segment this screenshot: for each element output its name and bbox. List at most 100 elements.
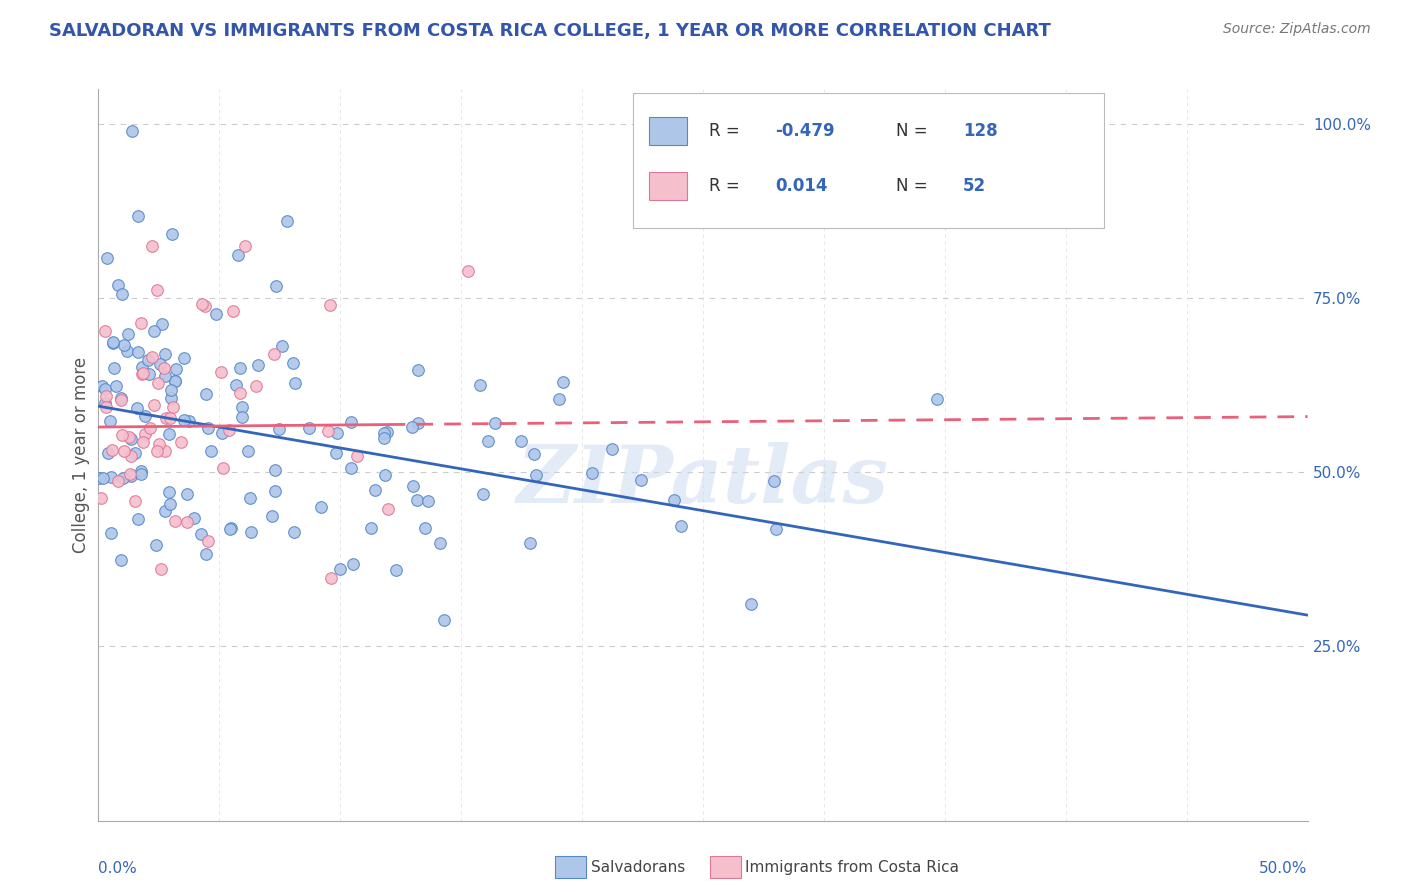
Text: -0.479: -0.479 bbox=[776, 122, 835, 140]
Point bbox=[165, 362, 187, 376]
Point bbox=[141, 350, 163, 364]
Point bbox=[269, 422, 291, 436]
Point bbox=[325, 446, 347, 460]
Point bbox=[297, 420, 319, 434]
Point bbox=[264, 463, 287, 477]
Point bbox=[415, 521, 437, 535]
Point bbox=[385, 563, 408, 577]
Point bbox=[131, 359, 153, 374]
Point bbox=[509, 434, 531, 449]
Point bbox=[163, 375, 186, 389]
Point bbox=[225, 378, 247, 392]
Point bbox=[90, 491, 112, 506]
Point bbox=[233, 238, 256, 252]
Point bbox=[134, 427, 156, 442]
Point bbox=[163, 374, 186, 388]
Point bbox=[107, 474, 129, 488]
Point bbox=[145, 284, 167, 298]
Point bbox=[93, 395, 115, 409]
Text: R =: R = bbox=[709, 178, 745, 195]
Text: N =: N = bbox=[897, 178, 934, 195]
Text: N =: N = bbox=[897, 122, 934, 140]
Point bbox=[190, 527, 212, 541]
Point bbox=[195, 387, 218, 401]
Point bbox=[325, 426, 347, 441]
Point bbox=[346, 449, 368, 463]
Text: 0.014: 0.014 bbox=[776, 178, 828, 195]
Point bbox=[98, 414, 121, 428]
Point bbox=[526, 468, 548, 483]
Point bbox=[157, 485, 180, 500]
Point bbox=[169, 435, 191, 450]
Point bbox=[142, 324, 165, 338]
Point bbox=[132, 366, 155, 380]
Point bbox=[146, 376, 169, 390]
Point bbox=[112, 443, 135, 458]
Point bbox=[134, 409, 156, 424]
Point bbox=[153, 369, 176, 384]
Point bbox=[340, 460, 363, 475]
Point bbox=[173, 351, 195, 365]
Point bbox=[319, 571, 342, 585]
Point bbox=[263, 347, 285, 361]
Point bbox=[630, 473, 652, 487]
Point bbox=[239, 491, 262, 505]
Point bbox=[131, 368, 153, 382]
Point bbox=[129, 464, 152, 478]
Point bbox=[484, 416, 506, 430]
Y-axis label: College, 1 year or more: College, 1 year or more bbox=[72, 357, 90, 553]
Point bbox=[103, 335, 125, 350]
Point bbox=[155, 411, 177, 425]
Point bbox=[219, 522, 242, 536]
Point bbox=[194, 299, 217, 313]
Point bbox=[209, 365, 232, 379]
Text: 50.0%: 50.0% bbox=[1260, 861, 1308, 876]
Point bbox=[270, 339, 292, 353]
Text: Immigrants from Costa Rica: Immigrants from Costa Rica bbox=[745, 860, 959, 874]
Point bbox=[110, 393, 132, 408]
Point bbox=[94, 382, 117, 396]
Point bbox=[152, 360, 174, 375]
Point bbox=[374, 468, 396, 483]
Point bbox=[162, 227, 184, 241]
Point bbox=[155, 444, 177, 458]
Point bbox=[159, 497, 181, 511]
Point bbox=[377, 501, 399, 516]
Point bbox=[150, 562, 173, 576]
Text: R =: R = bbox=[709, 122, 745, 140]
Point bbox=[316, 424, 339, 438]
Point bbox=[160, 383, 183, 397]
Point bbox=[141, 238, 163, 252]
Point bbox=[107, 278, 129, 293]
Point bbox=[240, 524, 263, 539]
Point bbox=[97, 446, 120, 460]
Point bbox=[112, 338, 135, 352]
Point bbox=[145, 443, 167, 458]
Point bbox=[340, 416, 363, 430]
Point bbox=[100, 525, 122, 540]
Point bbox=[551, 375, 574, 389]
Point bbox=[406, 417, 429, 431]
Point bbox=[129, 316, 152, 330]
Point bbox=[149, 357, 172, 371]
Point bbox=[124, 493, 146, 508]
Point bbox=[129, 467, 152, 481]
Point bbox=[468, 377, 491, 392]
Point bbox=[231, 400, 253, 414]
Point bbox=[581, 466, 603, 480]
Point bbox=[229, 385, 252, 400]
Point bbox=[118, 430, 141, 444]
Point bbox=[548, 392, 571, 406]
Point bbox=[329, 562, 352, 576]
Point bbox=[402, 479, 425, 493]
Point bbox=[429, 536, 451, 550]
Point bbox=[103, 335, 125, 350]
Point bbox=[165, 514, 187, 528]
Point bbox=[120, 450, 142, 464]
Point bbox=[263, 484, 285, 499]
Point bbox=[519, 535, 541, 549]
Point bbox=[145, 538, 167, 552]
Point bbox=[221, 303, 243, 318]
Point bbox=[200, 444, 222, 458]
Point bbox=[159, 410, 181, 425]
